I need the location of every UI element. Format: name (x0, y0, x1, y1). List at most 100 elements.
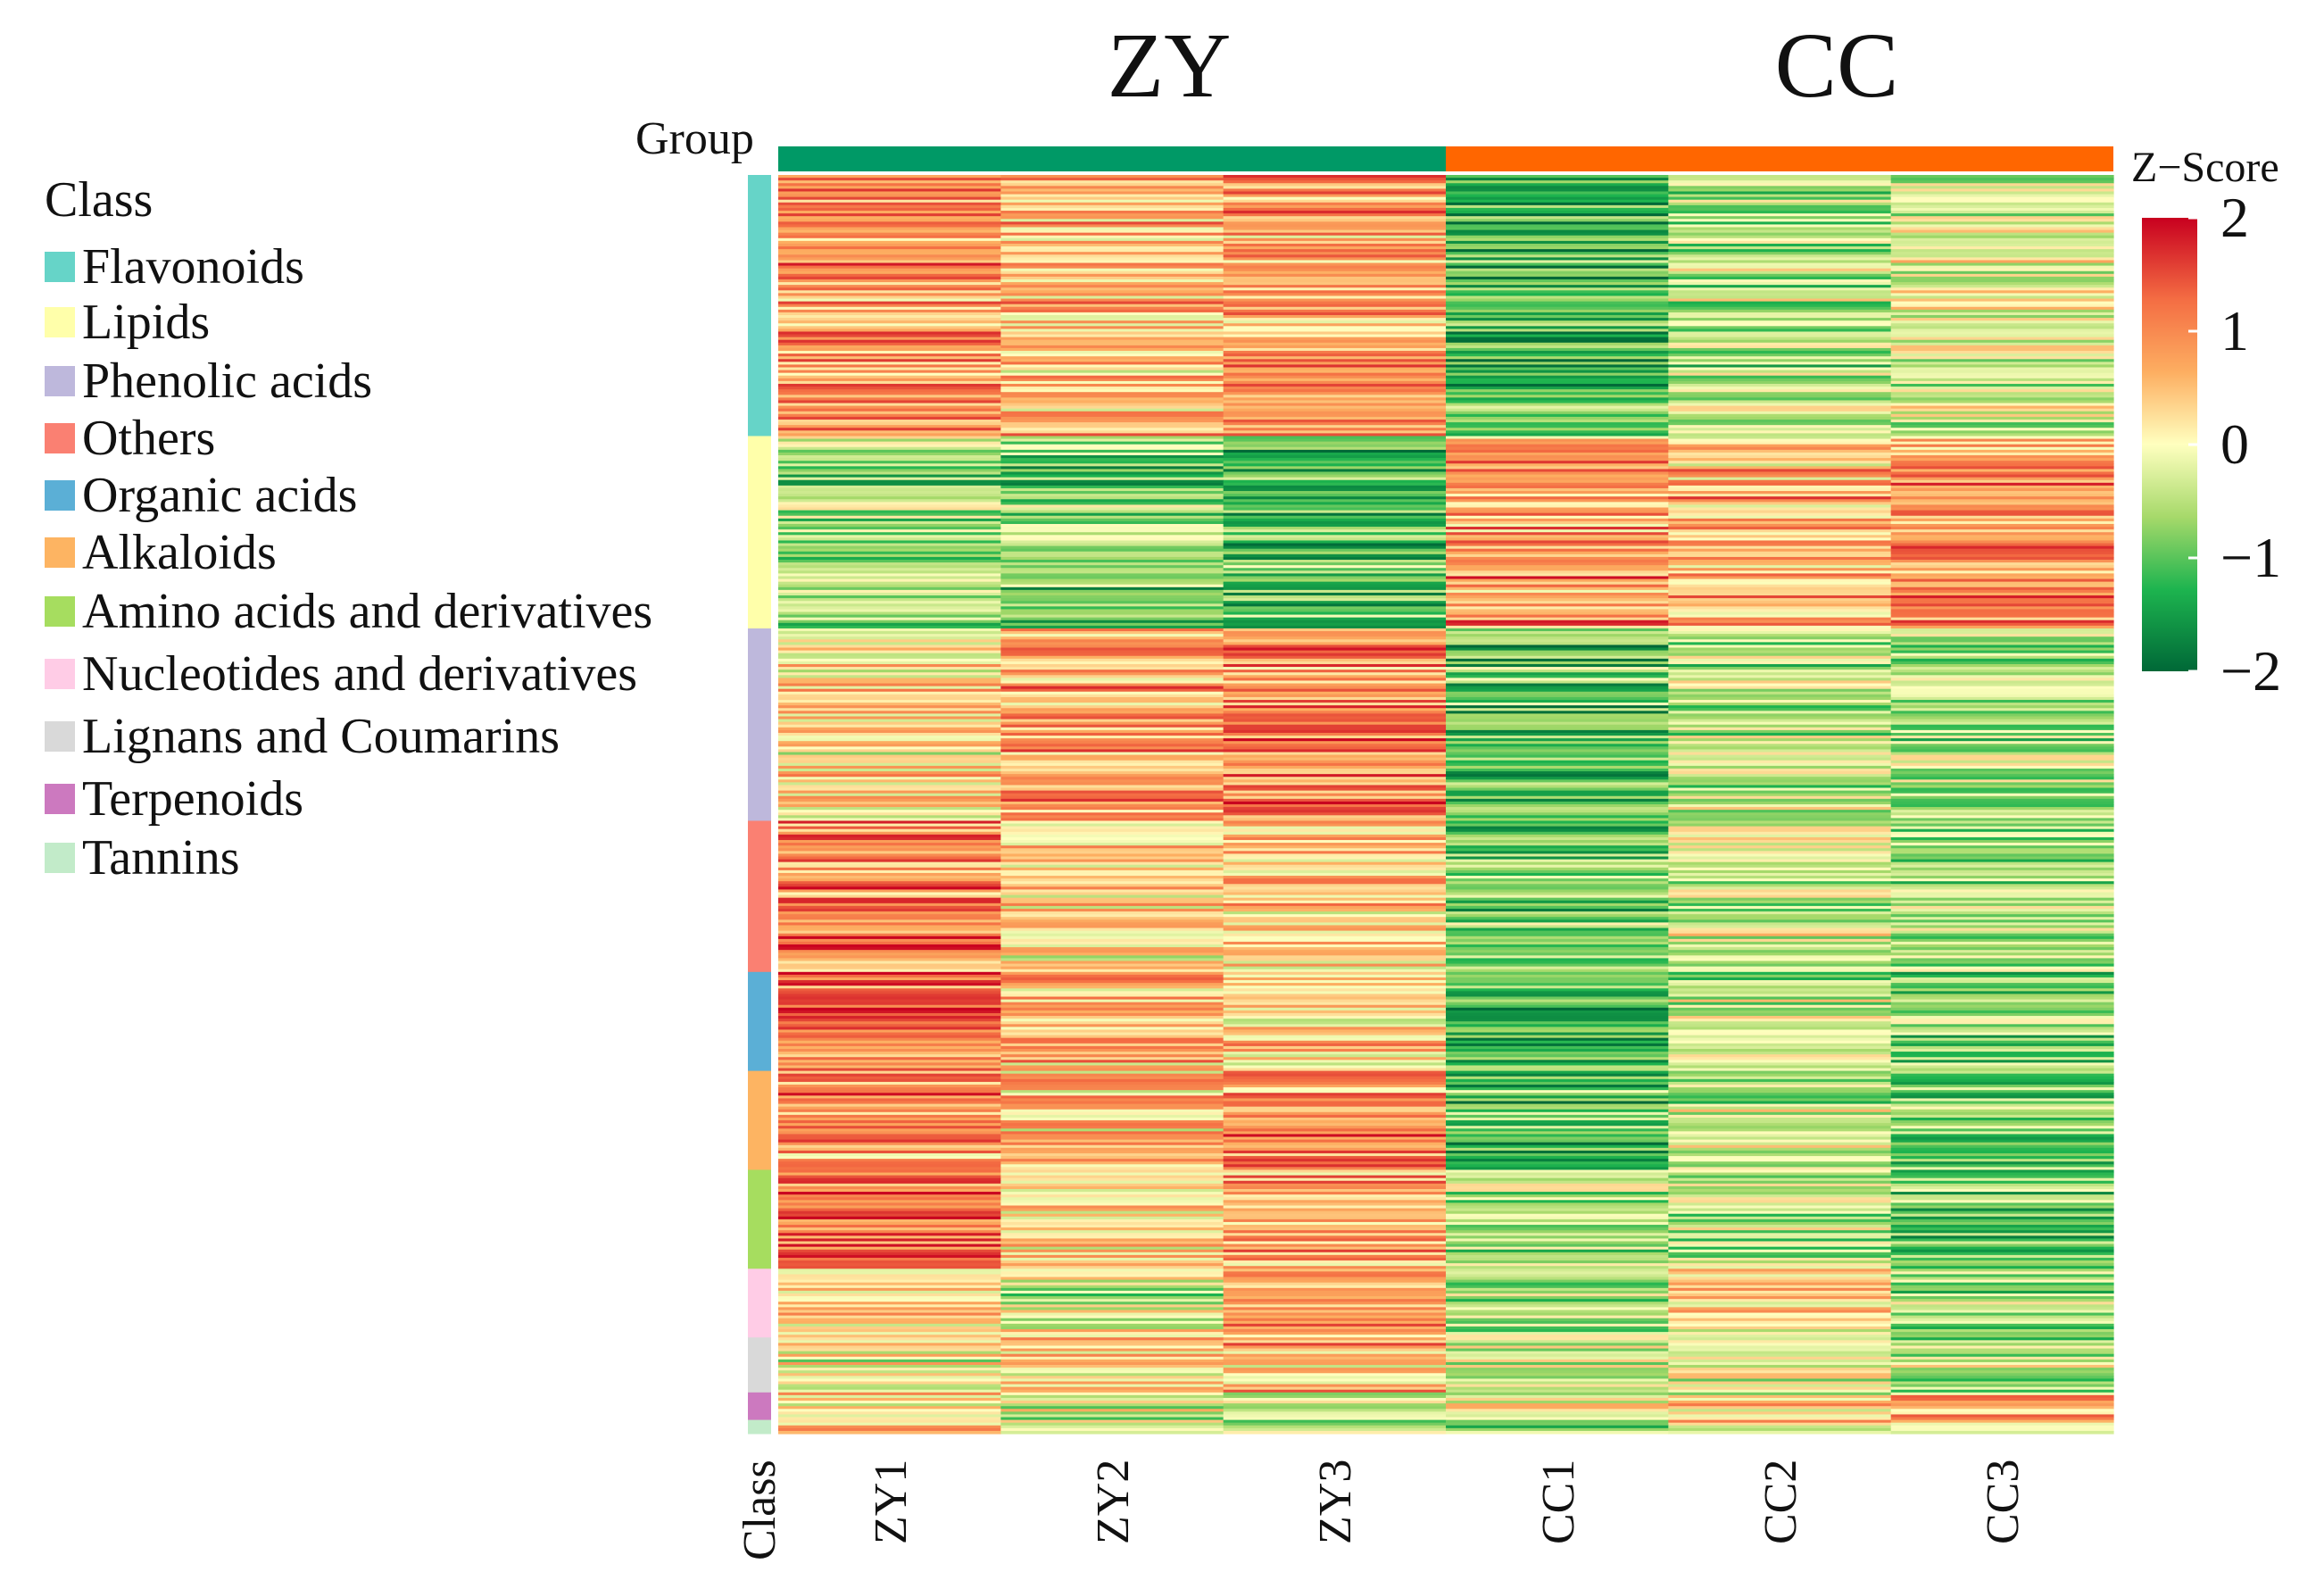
heatmap-cell (1223, 469, 1447, 473)
heatmap-cell (1223, 1260, 1447, 1264)
heatmap-cell (1890, 1101, 2114, 1105)
heatmap-cell (1223, 727, 1447, 731)
heatmap-cell (1000, 282, 1224, 286)
heatmap-cell (1446, 1029, 1669, 1034)
heatmap-cell (1000, 628, 1224, 632)
heatmap-cell (1890, 436, 2114, 440)
heatmap-cell (1446, 983, 1669, 986)
heatmap-cell (1890, 413, 2114, 418)
heatmap-cell (1890, 1035, 2114, 1039)
heatmap-cell (1668, 224, 1892, 229)
heatmap-cell (1000, 1365, 1224, 1368)
group-title-zy: ZY (1107, 14, 1232, 117)
heatmap-cell (1890, 1078, 2114, 1083)
heatmap-cell (778, 496, 1001, 500)
heatmap-cell (1446, 1076, 1669, 1080)
heatmap-cell (1223, 897, 1447, 902)
heatmap-cell (778, 581, 1001, 586)
heatmap-cell (1223, 1200, 1447, 1203)
heatmap-cell (1668, 1238, 1892, 1243)
heatmap-cell (1223, 413, 1447, 418)
heatmap-cell (1890, 1114, 2114, 1119)
heatmap-cell (1223, 1293, 1447, 1297)
heatmap-cell (778, 836, 1001, 841)
heatmap-cell (778, 1337, 1001, 1341)
heatmap-cell (1446, 265, 1669, 270)
heatmap-cell (1223, 543, 1447, 547)
heatmap-cell (1890, 586, 2114, 591)
heatmap-cell (1890, 996, 2114, 1001)
heatmap-cell (778, 1202, 1001, 1207)
heatmap-cell (1446, 334, 1669, 338)
heatmap-cell (1446, 1070, 1669, 1075)
heatmap-cell (778, 592, 1001, 596)
heatmap-cell (1446, 1320, 1669, 1325)
heatmap-cell (778, 337, 1001, 341)
heatmap-cell (778, 1329, 1001, 1333)
heatmap-cell (1890, 986, 2114, 989)
heatmap-cell (778, 560, 1001, 563)
heatmap-cell (1446, 736, 1669, 739)
heatmap-cell (1446, 408, 1669, 412)
heatmap-cell (778, 397, 1001, 402)
heatmap-cell (1223, 578, 1447, 583)
heatmap-cell (778, 353, 1001, 357)
heatmap-cell (1890, 425, 2114, 428)
heatmap-cell (1000, 1296, 1224, 1300)
heatmap-cell (1000, 683, 1224, 687)
heatmap-cell (778, 1142, 1001, 1146)
heatmap-cell (1446, 744, 1669, 747)
heatmap-cell (1668, 232, 1892, 237)
heatmap-cell (1000, 831, 1224, 836)
heatmap-cell (1890, 290, 2114, 294)
heatmap-cell (1223, 639, 1447, 643)
heatmap-cell (1890, 428, 2114, 431)
heatmap-cell (1668, 282, 1892, 286)
heatmap-cell (1668, 1144, 1892, 1149)
heatmap-cell (1223, 1279, 1447, 1284)
heatmap-cell (1000, 1368, 1224, 1371)
heatmap-cell (1890, 243, 2114, 247)
heatmap-cell (1223, 438, 1447, 443)
heatmap-cell (1223, 1389, 1447, 1393)
heatmap-cell (778, 512, 1001, 517)
heatmap-cell (1223, 840, 1447, 844)
heatmap-cell (1000, 1285, 1224, 1289)
heatmap-cell (1890, 1098, 2114, 1102)
heatmap-cell (1223, 1401, 1447, 1404)
heatmap-cell (778, 944, 1001, 948)
heatmap-cell (1668, 1032, 1892, 1036)
heatmap-cell (1890, 966, 2114, 970)
heatmap-cell (1446, 1161, 1669, 1165)
heatmap-cell (778, 1065, 1001, 1069)
heatmap-cell (778, 422, 1001, 426)
heatmap-cell (1446, 760, 1669, 764)
heatmap-cell (1000, 499, 1224, 503)
heatmap-cell (1000, 958, 1224, 962)
heatmap-cell (1890, 1062, 2114, 1067)
legend-label: Amino acids and derivatives (82, 584, 653, 639)
heatmap-cell (1000, 1312, 1224, 1317)
heatmap-cell (1890, 774, 2114, 778)
heatmap-cell (1446, 1376, 1669, 1380)
heatmap-cell (1223, 285, 1447, 288)
heatmap-cell (1000, 900, 1224, 904)
heatmap-cell (1446, 884, 1669, 887)
heatmap-cell (778, 1302, 1001, 1305)
heatmap-cell (1223, 762, 1447, 767)
heatmap-cell (1890, 232, 2114, 237)
heatmap-cell (778, 606, 1001, 611)
heatmap-cell (1668, 1368, 1892, 1371)
heatmap-cell (1890, 345, 2114, 349)
heatmap-cell (1446, 1263, 1669, 1267)
heatmap-cell (1000, 362, 1224, 366)
heatmap-cell (1223, 713, 1447, 718)
heatmap-cell (1668, 1111, 1892, 1116)
heatmap-cell (1668, 826, 1892, 830)
heatmap-cell (1223, 1202, 1447, 1207)
heatmap-cell (1890, 359, 2114, 362)
heatmap-cell (778, 367, 1001, 371)
heatmap-cell (1668, 884, 1892, 887)
heatmap-cell (1446, 848, 1669, 852)
heatmap-cell (1890, 752, 2114, 756)
